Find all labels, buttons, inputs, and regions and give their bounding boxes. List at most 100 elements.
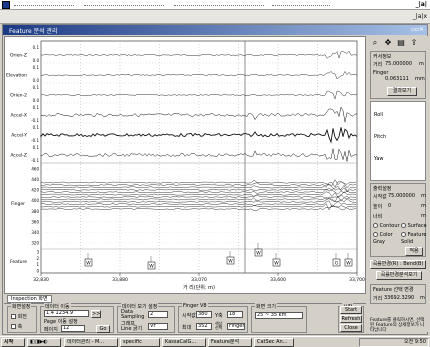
- finger-trace: [40, 195, 357, 203]
- color-label: Color: [379, 232, 393, 238]
- x-tick-label: 33,880: [112, 277, 128, 283]
- finger-tick: 360: [31, 219, 39, 224]
- start-button-os[interactable]: 시작: [1, 338, 25, 347]
- finger-trace: [40, 203, 357, 211]
- print-icon[interactable]: ▤: [397, 38, 405, 47]
- screen-settings-group: 화면설정 회전 축: [7, 303, 37, 333]
- color-select[interactable]: Finger: [227, 323, 245, 330]
- rotate-checkbox[interactable]: [11, 314, 16, 319]
- finger-tick: 320: [31, 241, 39, 246]
- sampling-select[interactable]: 2: [148, 311, 168, 318]
- start-value: 75.000000: [388, 193, 416, 199]
- app-icon: [2, 1, 10, 9]
- finger-tick: 380: [31, 209, 39, 214]
- feature-marker-label: G: [335, 261, 339, 267]
- task-feature-analysis[interactable]: Feature분석: [208, 338, 252, 347]
- solid-label: Solid: [401, 239, 414, 245]
- refresh-button[interactable]: Refresh: [340, 315, 362, 323]
- sampling-label: Data Sampling: [121, 309, 145, 320]
- inspection-tab[interactable]: Inspection 화면: [7, 295, 52, 303]
- task-data-manager[interactable]: 데이터관리 - M...: [64, 338, 118, 347]
- position-input[interactable]: 1.4 1234.9: [44, 310, 89, 317]
- export-icon[interactable]: ⇪: [410, 38, 418, 47]
- apply-button[interactable]: 적용: [405, 247, 423, 256]
- window-close-controls[interactable]: ▫▫✕: [410, 26, 424, 33]
- cursor-info-title: 커서정보: [373, 54, 392, 60]
- data-move-title: 데이터 이동: [44, 303, 71, 310]
- channel-label: Orien-Z: [10, 53, 27, 59]
- page-input[interactable]: 12: [61, 325, 85, 332]
- rotate-option[interactable]: 회전: [11, 313, 27, 320]
- inspection-plot[interactable]: Orien-Z 0.1 0.0 Elevation 0.1 0.0 Orien-2 0.1 0.…: [4, 36, 366, 294]
- data-move-group: 데이터 이동 1.4 1234.9 >> Page 이동 설정 페이지 12 G…: [40, 303, 114, 333]
- finger-start-input[interactable]: 380: [196, 311, 212, 318]
- x-tick-label: 32,830: [33, 277, 49, 283]
- finger-tick: 460: [31, 167, 39, 172]
- go-button[interactable]: Go: [96, 325, 110, 333]
- menu-item[interactable]: [174, 5, 264, 6]
- view-bend-button[interactable]: 곡률반경분석보기: [376, 271, 422, 280]
- feature-radio[interactable]: [401, 232, 406, 237]
- feature-marker-label: W: [228, 259, 233, 265]
- task-kassacalg[interactable]: KassaCalG...: [162, 338, 206, 347]
- bend-button[interactable]: 곡률반경(R) : Bend(B): [370, 260, 426, 269]
- zoom-icon[interactable]: ⌕: [372, 38, 378, 47]
- plot-canvas[interactable]: Orien-Z 0.1 0.0 Elevation 0.1 0.0 Orien-2 0.1 0.…: [5, 37, 365, 293]
- start-button[interactable]: Start: [340, 306, 362, 314]
- menu-item[interactable]: [14, 5, 74, 6]
- color-radio[interactable]: [373, 232, 378, 237]
- channel-tick-hi: 0.1: [33, 65, 40, 70]
- finger-trace: [40, 191, 357, 198]
- start-label: 시작값: [373, 194, 387, 200]
- feature-tick: 2: [36, 256, 39, 261]
- menu-bar[interactable]: [14, 2, 334, 8]
- move-next-button[interactable]: >>: [91, 310, 101, 318]
- surface-radio[interactable]: [401, 223, 406, 228]
- contour-option[interactable]: Contour: [373, 223, 400, 229]
- feature-option[interactable]: Feature: [401, 232, 427, 238]
- quick-launch-bar[interactable]: ◧◨▶◐: [27, 338, 61, 347]
- x-axis-label: 거 리(단위: m): [183, 284, 215, 291]
- task-catsec[interactable]: CatSec An...: [254, 338, 294, 347]
- finger-trace: [40, 198, 357, 203]
- y-axis-input[interactable]: 18: [227, 311, 243, 318]
- contour-radio[interactable]: [373, 223, 378, 228]
- feature-marker-label: W: [86, 261, 91, 267]
- window-controls[interactable]: _|a|: [415, 1, 427, 8]
- axis-checkbox[interactable]: [11, 324, 16, 329]
- pan-icon[interactable]: ✥: [384, 38, 392, 47]
- feature-marker: [226, 256, 235, 265]
- feature-tick: 3: [36, 250, 39, 255]
- app-toolbar: _|a|x: [0, 10, 430, 24]
- screen-settings-title: 화면설정: [11, 303, 32, 310]
- result-view-button[interactable]: 결과보기: [387, 87, 417, 96]
- close-button[interactable]: Close: [340, 324, 362, 332]
- color-select-label: 색상 선택: [215, 321, 223, 330]
- menu-item[interactable]: [84, 5, 164, 6]
- channel-label: Accel-Y: [11, 133, 27, 139]
- gray-label: Gray: [373, 239, 385, 245]
- feature-marker: [344, 258, 353, 267]
- task-specific[interactable]: specific: [120, 338, 160, 347]
- surface-label: Surface: [407, 223, 427, 229]
- finger-trace: [40, 181, 357, 189]
- finger-tick: 420: [31, 188, 39, 193]
- line-width-select[interactable]: VF: [148, 323, 168, 330]
- x-tick-label: 33,600: [270, 277, 286, 283]
- color-option[interactable]: Color: [373, 232, 393, 238]
- data-view-title: 데이터 보기 설정: [121, 303, 159, 310]
- axis-option[interactable]: 축: [11, 323, 22, 330]
- finger-max-input[interactable]: 352: [196, 323, 212, 330]
- channel-label: Accel-Z: [10, 153, 27, 159]
- menu-item[interactable]: [272, 5, 330, 6]
- child-window-controls[interactable]: _|a|x: [412, 13, 427, 20]
- height-value: 0: [388, 203, 392, 209]
- feature-marker: [84, 258, 93, 267]
- channel-trace: [40, 127, 358, 144]
- system-tray-clock: 오전 9:50: [359, 338, 429, 347]
- screen-size-select[interactable]: 25 ~ 35 km: [255, 312, 303, 319]
- finger-trace: [40, 194, 357, 200]
- feature-marker: [147, 261, 156, 270]
- surface-option[interactable]: Surface: [401, 223, 427, 229]
- feature-label: Feature: [10, 259, 27, 265]
